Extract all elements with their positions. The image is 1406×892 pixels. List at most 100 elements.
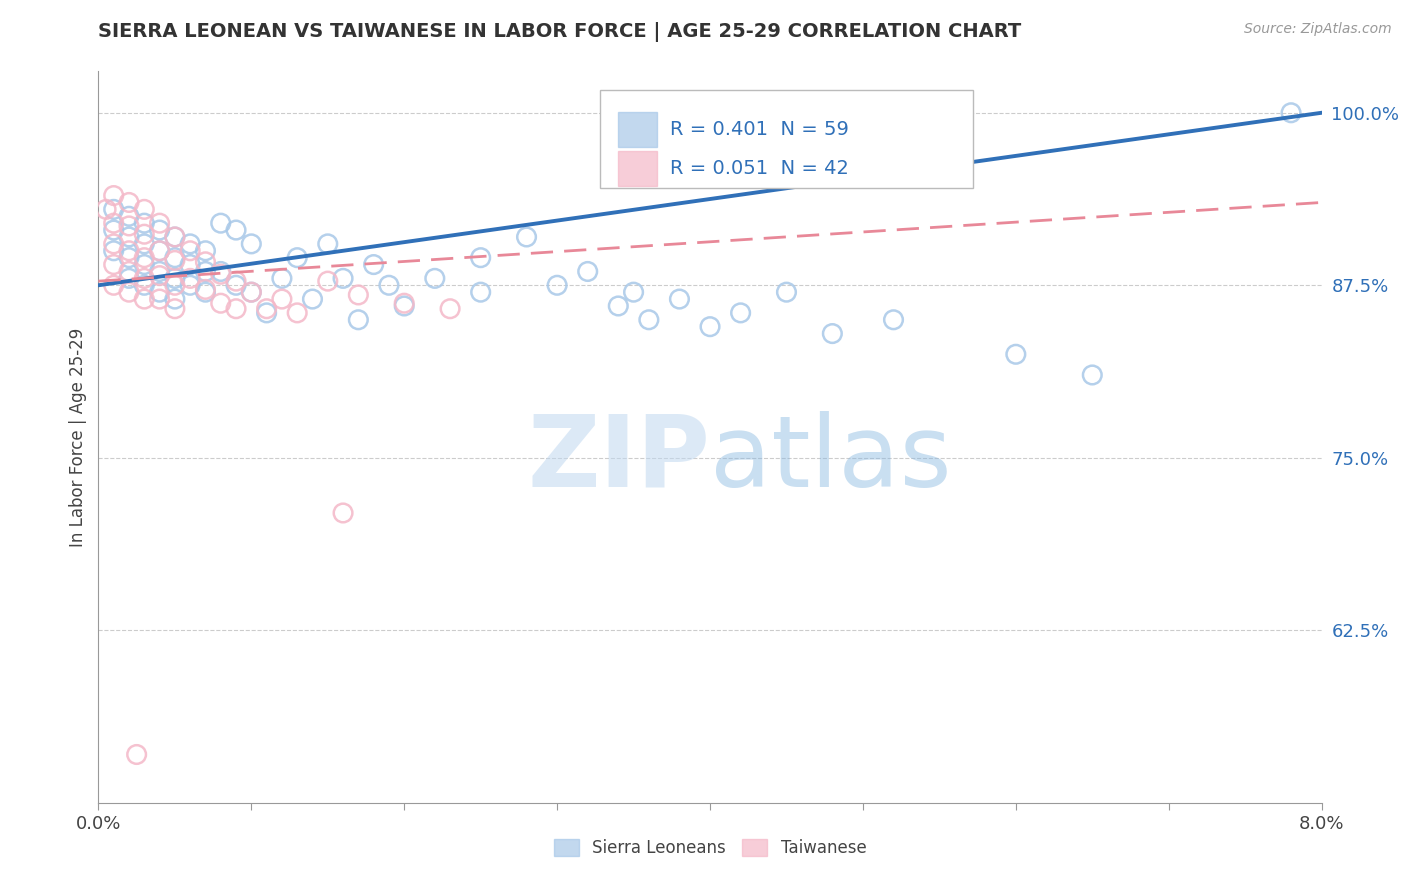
Point — [301, 292, 323, 306]
Point — [240, 236, 263, 251]
Point — [637, 312, 661, 326]
Point — [179, 236, 201, 251]
Point — [163, 230, 186, 244]
Point — [163, 271, 186, 285]
Point — [363, 258, 385, 272]
Point — [470, 251, 492, 265]
Point — [179, 244, 201, 258]
Point — [516, 230, 538, 244]
Point — [149, 264, 172, 278]
Point — [209, 267, 232, 281]
Point — [134, 251, 156, 265]
Text: Source: ZipAtlas.com: Source: ZipAtlas.com — [1244, 22, 1392, 37]
Point — [347, 288, 370, 302]
Point — [1081, 368, 1104, 382]
Text: R = 0.051  N = 42: R = 0.051 N = 42 — [669, 159, 849, 178]
Legend: Sierra Leoneans, Taiwanese: Sierra Leoneans, Taiwanese — [547, 832, 873, 864]
FancyBboxPatch shape — [619, 151, 658, 186]
Point — [240, 285, 263, 300]
Point — [179, 278, 201, 293]
Point — [103, 244, 125, 258]
Point — [118, 251, 141, 265]
Point — [270, 292, 294, 306]
Point — [149, 244, 172, 258]
Point — [1004, 347, 1026, 361]
Point — [118, 195, 141, 210]
Point — [103, 223, 125, 237]
Point — [730, 306, 752, 320]
FancyBboxPatch shape — [600, 90, 973, 188]
Point — [623, 285, 645, 300]
Point — [194, 244, 217, 258]
Point — [149, 285, 172, 300]
Point — [225, 274, 247, 288]
Point — [316, 236, 339, 251]
Point — [118, 285, 141, 300]
Point — [134, 278, 156, 293]
Point — [149, 268, 172, 283]
Point — [270, 271, 294, 285]
Text: ZIP: ZIP — [527, 410, 710, 508]
Point — [470, 285, 492, 300]
Point — [163, 292, 186, 306]
Point — [134, 216, 156, 230]
Point — [209, 264, 232, 278]
Point — [209, 296, 232, 310]
Text: R = 0.401  N = 59: R = 0.401 N = 59 — [669, 120, 849, 139]
Point — [103, 216, 125, 230]
Point — [392, 299, 416, 313]
Point — [699, 319, 721, 334]
Point — [347, 312, 370, 326]
Point — [103, 258, 125, 272]
Point — [546, 278, 568, 293]
Point — [179, 271, 201, 285]
Point — [103, 188, 125, 202]
Point — [775, 285, 797, 300]
Point — [134, 202, 156, 217]
Y-axis label: In Labor Force | Age 25-29: In Labor Force | Age 25-29 — [69, 327, 87, 547]
Point — [194, 264, 217, 278]
Point — [194, 285, 217, 300]
Point — [118, 219, 141, 233]
Point — [134, 292, 156, 306]
Point — [149, 244, 172, 258]
Point — [118, 244, 141, 258]
Point — [194, 255, 217, 269]
Point — [118, 230, 141, 244]
Point — [668, 292, 690, 306]
Point — [163, 230, 186, 244]
Point — [118, 209, 141, 223]
Point — [225, 223, 247, 237]
Point — [163, 301, 186, 316]
Point — [134, 271, 156, 285]
Point — [103, 202, 125, 217]
Point — [194, 282, 217, 296]
Point — [94, 202, 117, 217]
Point — [179, 258, 201, 272]
Point — [134, 258, 156, 272]
Point — [134, 236, 156, 251]
Text: atlas: atlas — [710, 410, 952, 508]
Point — [163, 253, 186, 268]
Point — [423, 271, 446, 285]
Point — [163, 251, 186, 265]
Point — [149, 292, 172, 306]
Point — [134, 227, 156, 242]
Point — [576, 264, 599, 278]
Point — [378, 278, 401, 293]
Point — [225, 278, 247, 293]
Point — [256, 306, 278, 320]
Point — [118, 271, 141, 285]
Point — [163, 278, 186, 293]
Point — [240, 285, 263, 300]
FancyBboxPatch shape — [619, 112, 658, 147]
Point — [316, 274, 339, 288]
Point — [285, 306, 308, 320]
Point — [1279, 105, 1302, 120]
Point — [392, 296, 416, 310]
Point — [125, 747, 148, 762]
Point — [149, 216, 172, 230]
Point — [439, 301, 461, 316]
Point — [118, 264, 141, 278]
Point — [209, 216, 232, 230]
